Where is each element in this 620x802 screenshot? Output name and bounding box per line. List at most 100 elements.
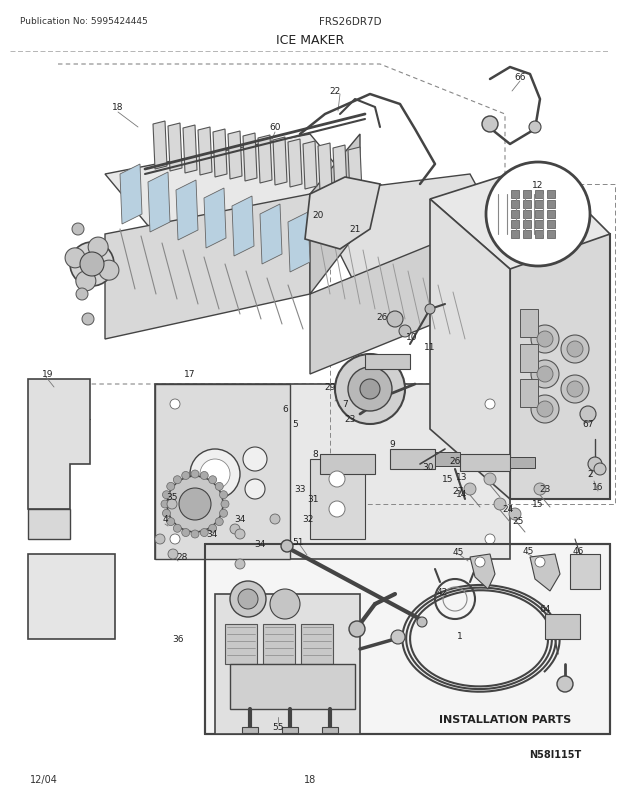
Polygon shape: [390, 449, 435, 469]
Circle shape: [482, 117, 498, 133]
Polygon shape: [273, 138, 287, 186]
Circle shape: [580, 407, 596, 423]
Text: 18: 18: [112, 103, 124, 112]
Text: 21: 21: [349, 225, 361, 234]
Text: 27: 27: [453, 487, 464, 496]
Circle shape: [594, 464, 606, 476]
Polygon shape: [204, 188, 226, 249]
Polygon shape: [155, 384, 510, 559]
Polygon shape: [176, 180, 198, 241]
Circle shape: [219, 491, 228, 499]
Polygon shape: [320, 455, 375, 475]
Circle shape: [191, 471, 199, 479]
Polygon shape: [288, 213, 310, 273]
Text: ICE MAKER: ICE MAKER: [276, 34, 344, 47]
Circle shape: [425, 305, 435, 314]
Circle shape: [230, 581, 266, 618]
Polygon shape: [318, 144, 332, 192]
Circle shape: [529, 122, 541, 134]
Polygon shape: [310, 229, 470, 375]
Text: 26: 26: [450, 457, 461, 466]
Polygon shape: [460, 455, 510, 472]
Circle shape: [464, 484, 476, 496]
Text: 6: 6: [282, 405, 288, 414]
Polygon shape: [305, 178, 380, 249]
Circle shape: [281, 541, 293, 553]
Polygon shape: [470, 554, 495, 589]
Circle shape: [486, 163, 590, 267]
Bar: [520, 379, 538, 407]
Bar: [511, 231, 519, 239]
Circle shape: [245, 480, 265, 500]
Bar: [547, 211, 555, 219]
Circle shape: [531, 361, 559, 388]
Polygon shape: [28, 379, 90, 509]
Circle shape: [557, 676, 573, 692]
Polygon shape: [205, 545, 610, 734]
Polygon shape: [310, 135, 360, 294]
Polygon shape: [213, 130, 227, 178]
Text: 55: 55: [272, 723, 284, 731]
Circle shape: [168, 549, 178, 559]
Text: 33: 33: [294, 485, 306, 494]
Bar: [523, 211, 531, 219]
Text: 9: 9: [389, 440, 395, 449]
Circle shape: [534, 484, 546, 496]
Circle shape: [329, 501, 345, 517]
Circle shape: [76, 272, 96, 292]
Circle shape: [155, 534, 165, 545]
Polygon shape: [348, 148, 362, 196]
Circle shape: [182, 529, 190, 537]
Circle shape: [191, 530, 199, 538]
Circle shape: [561, 335, 589, 363]
Circle shape: [88, 237, 108, 257]
Circle shape: [167, 518, 175, 526]
Text: FRS26DR7D: FRS26DR7D: [319, 17, 381, 27]
Circle shape: [65, 249, 85, 269]
Circle shape: [417, 618, 427, 627]
Text: 13: 13: [456, 473, 467, 482]
Polygon shape: [215, 594, 360, 734]
Circle shape: [72, 224, 84, 236]
Text: 36: 36: [172, 634, 184, 644]
Circle shape: [531, 326, 559, 354]
Circle shape: [484, 473, 496, 485]
Circle shape: [235, 559, 245, 569]
Text: 11: 11: [424, 343, 436, 352]
Circle shape: [209, 476, 216, 484]
Text: 22: 22: [329, 87, 340, 96]
Polygon shape: [230, 664, 355, 709]
Bar: [511, 211, 519, 219]
Circle shape: [475, 557, 485, 567]
Polygon shape: [570, 554, 600, 589]
Text: 17: 17: [184, 370, 196, 379]
Polygon shape: [232, 196, 254, 257]
Circle shape: [221, 500, 229, 508]
Text: 32: 32: [303, 515, 314, 524]
Text: 18: 18: [304, 774, 316, 784]
Circle shape: [190, 449, 240, 500]
Circle shape: [235, 529, 245, 539]
Text: 23: 23: [539, 485, 551, 494]
Circle shape: [219, 509, 228, 517]
Bar: [547, 221, 555, 229]
Text: 30: 30: [422, 463, 434, 472]
Text: 34: 34: [254, 540, 266, 549]
Circle shape: [335, 354, 405, 424]
Polygon shape: [153, 122, 167, 170]
Bar: [511, 191, 519, 199]
Text: 20: 20: [312, 210, 324, 219]
Text: 45: 45: [522, 547, 534, 556]
Bar: [322, 727, 338, 733]
Bar: [523, 231, 531, 239]
Circle shape: [567, 382, 583, 398]
Polygon shape: [310, 460, 365, 539]
Text: 25: 25: [512, 516, 524, 526]
Polygon shape: [198, 128, 212, 176]
Polygon shape: [545, 614, 580, 639]
Polygon shape: [225, 624, 257, 664]
Polygon shape: [288, 140, 302, 188]
Text: 8: 8: [312, 450, 318, 459]
Bar: [365, 354, 410, 370]
Polygon shape: [155, 384, 290, 559]
